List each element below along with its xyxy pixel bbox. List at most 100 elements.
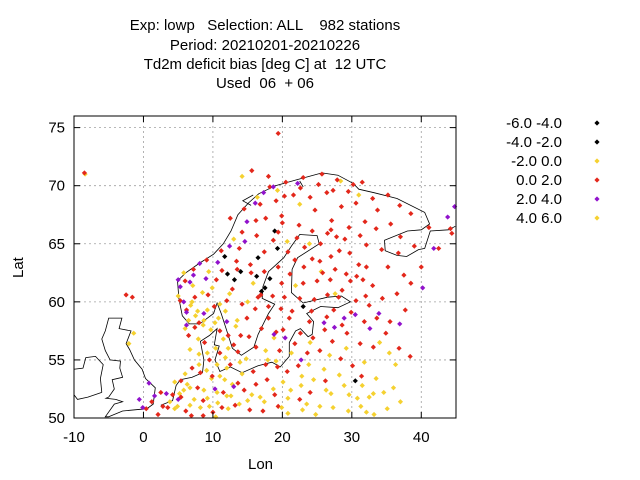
legend-label: 0.0 2.0 [516, 172, 562, 189]
data-point [345, 408, 351, 414]
data-point [208, 327, 214, 333]
data-point [201, 339, 208, 346]
data-point [175, 293, 181, 299]
legend-label: -6.0 -4.0 [506, 115, 562, 132]
chart-title-line-1: Exp: lowp Selection: ALL 982 stations [129, 17, 401, 34]
data-point [204, 307, 210, 313]
data-point [213, 345, 219, 351]
y-tick-label: 55 [48, 352, 65, 369]
data-point [362, 219, 368, 225]
data-point [235, 380, 241, 386]
data-point [239, 173, 245, 179]
data-point [304, 401, 310, 407]
data-point [252, 200, 258, 206]
data-point [397, 321, 403, 327]
data-point [227, 361, 233, 368]
data-point [234, 266, 240, 272]
data-point [330, 187, 336, 193]
data-point [250, 368, 256, 375]
data-point [163, 391, 169, 397]
data-point [236, 245, 242, 252]
x-tick-label: 10 [205, 429, 222, 446]
data-point [359, 179, 365, 185]
data-point [279, 220, 285, 226]
data-point [192, 294, 198, 300]
data-point [321, 366, 327, 372]
data-point [279, 213, 285, 219]
data-point [265, 173, 272, 179]
data-point [222, 377, 228, 383]
data-point [314, 278, 320, 284]
data-point [386, 350, 392, 356]
data-point [319, 171, 325, 177]
data-point [172, 379, 178, 385]
data-point [203, 276, 209, 282]
data-point [279, 404, 285, 411]
data-point [296, 222, 302, 228]
data-point [377, 339, 383, 346]
data-point [411, 243, 417, 249]
data-point [247, 262, 254, 268]
data-point [270, 386, 276, 392]
data-point [301, 264, 307, 270]
data-point [360, 277, 366, 283]
data-point [213, 277, 219, 283]
data-point [197, 370, 204, 376]
data-point [300, 303, 306, 310]
data-point [136, 396, 142, 403]
data-point [149, 399, 155, 405]
data-point [265, 357, 271, 363]
data-point [342, 236, 348, 242]
data-point [211, 303, 217, 310]
chart-title-line-2: Period: 20210201-20210226 [169, 37, 361, 54]
data-point [357, 233, 363, 239]
data-point [233, 258, 240, 264]
data-point [182, 371, 188, 377]
data-point [407, 353, 413, 360]
data-point [186, 332, 192, 339]
data-point [329, 338, 335, 344]
data-point [300, 174, 306, 181]
y-tick-label: 60 [48, 294, 65, 311]
data-point [188, 413, 194, 419]
data-point [245, 397, 251, 404]
data-point [196, 320, 202, 326]
data-point [206, 403, 213, 409]
data-point [309, 228, 315, 234]
data-point [224, 298, 230, 304]
data-point [297, 201, 303, 207]
data-point [408, 280, 414, 286]
data-point [262, 285, 268, 291]
data-point [158, 389, 164, 396]
data-point [359, 382, 365, 389]
data-point [233, 323, 239, 329]
data-point [217, 301, 223, 307]
data-point [239, 301, 245, 307]
data-point [238, 332, 244, 339]
data-point [239, 229, 245, 235]
data-point [275, 229, 281, 235]
data-point [284, 238, 290, 245]
data-point [217, 373, 223, 379]
data-point [367, 325, 373, 332]
data-point [243, 356, 249, 362]
data-point [307, 339, 313, 346]
data-point [189, 365, 195, 371]
data-point [181, 299, 187, 305]
data-point [379, 295, 385, 301]
data-point [373, 375, 379, 382]
legend-label: 4.0 6.0 [516, 210, 562, 227]
data-point [253, 381, 259, 387]
y-tick-label: 75 [48, 120, 65, 137]
data-point [363, 264, 370, 270]
data-point [341, 382, 347, 389]
data-point [261, 190, 267, 196]
data-point [379, 246, 385, 253]
grid [73, 116, 456, 419]
data-point [212, 386, 218, 392]
data-point [215, 259, 221, 265]
data-point [286, 315, 292, 321]
data-point [195, 385, 201, 391]
data-point [261, 399, 267, 405]
